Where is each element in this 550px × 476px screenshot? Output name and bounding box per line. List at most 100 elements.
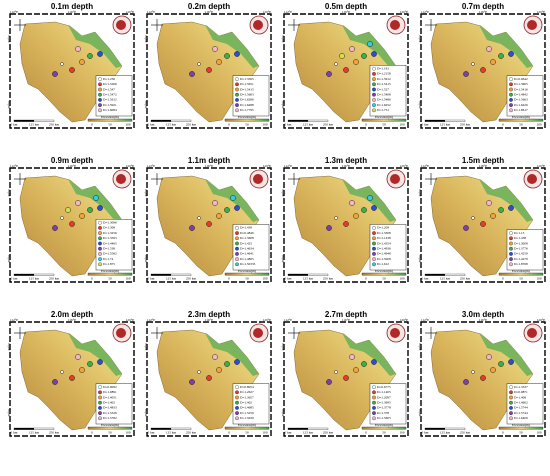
- mountains: [479, 179, 533, 222]
- legend-marker: [98, 82, 102, 87]
- legend-marker: [98, 246, 102, 251]
- map-panel: 3.0m depth D=1.3337D=0.9871D=1.408D=1.460…: [418, 310, 546, 437]
- scale-label: 0 km: [422, 276, 429, 280]
- legend-marker: [509, 103, 513, 107]
- scale-label: 0 km: [11, 276, 18, 280]
- scale-label: 250 km: [460, 122, 471, 126]
- lat-label: 40°N: [418, 35, 422, 43]
- colorbar-tick: 0: [365, 276, 367, 280]
- legend-label: D=1.3308: [377, 231, 391, 235]
- station: [69, 67, 75, 73]
- legend-label: D=1.209: [377, 226, 389, 230]
- lon-label: 116°E: [68, 10, 76, 14]
- lat-label: 40°N: [144, 35, 148, 43]
- lon-label: 112°E: [421, 164, 429, 168]
- scale-bar: [151, 428, 171, 430]
- colorbar-tick: 0: [228, 430, 230, 434]
- station: [234, 51, 240, 57]
- scale-label: 125 km: [166, 276, 177, 280]
- legend-label: D=1.5663: [514, 98, 528, 102]
- lon-label: 116°E: [68, 164, 76, 168]
- colorbar: [361, 426, 407, 430]
- legend-label: D=1.5603: [377, 416, 391, 420]
- station: [197, 62, 201, 66]
- inset-land: [116, 174, 126, 184]
- legend-marker: [235, 231, 239, 235]
- legend-box: [369, 65, 407, 117]
- scale-label: 0 km: [285, 122, 292, 126]
- colorbar: [361, 118, 407, 122]
- lat-label: 36°N: [281, 255, 285, 263]
- scale-label: 0 km: [11, 122, 18, 126]
- station: [498, 361, 504, 367]
- legend-label: D=1.3778: [377, 406, 391, 410]
- lat-label: 40°N: [281, 189, 285, 197]
- legend-marker: [509, 77, 513, 81]
- scale-label: 0 km: [285, 276, 292, 280]
- legend-label: D=1.438: [514, 236, 526, 240]
- lat-label: 36°N: [7, 255, 11, 263]
- colorbar-tick: 50: [519, 430, 523, 434]
- colorbar-tick: 0: [91, 430, 93, 434]
- colorbar-tick: 0: [228, 276, 230, 280]
- legend-marker: [235, 395, 239, 400]
- legend-marker: [98, 108, 102, 113]
- legend-label: D=1.5639: [240, 416, 254, 420]
- legend-label: D=1.4833: [103, 406, 117, 410]
- station: [234, 359, 240, 365]
- legend-box: [95, 383, 133, 425]
- legend-marker: [98, 231, 102, 235]
- scale-bar: [151, 120, 171, 122]
- colorbar-tick: 100: [262, 276, 267, 280]
- legend-label: D=1.5612: [103, 98, 117, 102]
- lat-label: 36°N: [7, 409, 11, 417]
- scale-label: 0 km: [422, 122, 429, 126]
- legend-box: [369, 224, 407, 271]
- legend-marker: [98, 77, 102, 81]
- panel-title: 2.3m depth: [188, 310, 230, 319]
- station: [367, 41, 373, 47]
- scale-label: 0 km: [148, 276, 155, 280]
- legend-marker: [235, 103, 239, 107]
- map-frame: D=1.181D=1.2158D=1.5912D=1.5415D=1.527D=…: [281, 10, 409, 129]
- legend-marker: [509, 82, 513, 87]
- station: [224, 207, 230, 213]
- legend-label: D=1.4465: [103, 241, 117, 245]
- legend-label: D=1.0891: [103, 390, 117, 394]
- station: [206, 67, 212, 73]
- station: [361, 207, 367, 213]
- colorbar-tick: 0: [365, 430, 367, 434]
- colorbar: [87, 118, 133, 122]
- legend-marker: [372, 262, 376, 267]
- colorbar: [498, 426, 544, 430]
- station: [52, 71, 58, 77]
- colorbar-tick: 50: [245, 276, 249, 280]
- legend-marker: [509, 236, 513, 241]
- station: [334, 216, 338, 220]
- colorbar-tick: 100: [262, 122, 267, 126]
- scale-label: 125 km: [29, 430, 40, 434]
- legend-marker: [372, 400, 376, 405]
- station: [60, 216, 64, 220]
- lon-label: 112°E: [10, 318, 18, 322]
- colorbar-tick: 50: [519, 276, 523, 280]
- legend-marker: [98, 226, 102, 230]
- legend-label: D=1.527: [377, 87, 389, 91]
- scale-label: 125 km: [166, 430, 177, 434]
- legend-marker: [509, 390, 513, 395]
- legend-marker: [372, 87, 376, 92]
- colorbar-title: Elevation(m): [375, 423, 393, 427]
- lon-label: 120°E: [263, 164, 272, 168]
- station: [79, 213, 85, 219]
- lat-label: 36°N: [144, 255, 148, 263]
- station: [463, 379, 469, 385]
- colorbar-tick: 100: [536, 276, 541, 280]
- station: [463, 225, 469, 231]
- colorbar-tick: 50: [108, 276, 112, 280]
- colorbar-title: Elevation(m): [512, 269, 530, 273]
- legend-marker: [509, 231, 513, 235]
- lon-label: 116°E: [68, 318, 76, 322]
- colorbar-title: Elevation(m): [101, 115, 119, 119]
- legend-marker: [509, 411, 513, 415]
